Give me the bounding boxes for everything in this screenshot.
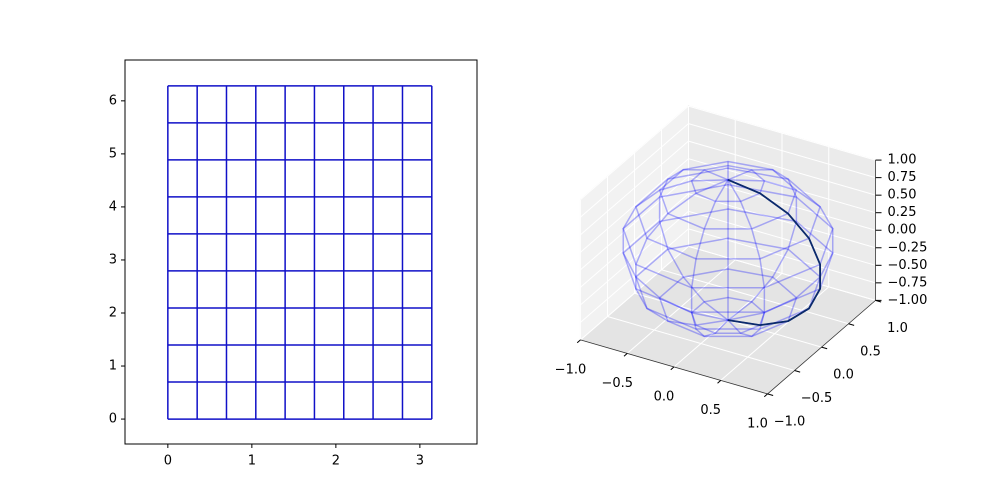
x-tick — [576, 339, 581, 344]
x-tick-label: 0 — [164, 454, 172, 469]
y-tick — [821, 346, 828, 350]
wire-latitude — [658, 268, 798, 338]
wire-meridian — [635, 179, 729, 326]
z-tick-label: 0.25 — [888, 205, 917, 220]
z-tick-label: 1.00 — [888, 153, 917, 168]
wire-meridian — [727, 179, 766, 338]
x-tick-label: 3 — [416, 454, 424, 469]
y-tick — [848, 323, 855, 326]
wire-latitude — [622, 208, 834, 313]
wire-latitude — [622, 183, 834, 289]
z-tick-label: 0.50 — [888, 188, 917, 203]
y-tick-label: 5 — [109, 146, 117, 161]
wire-latitude — [658, 160, 798, 230]
wire-latitude — [690, 164, 766, 203]
z-tick-label: −0.75 — [888, 275, 928, 290]
z-tick-label: 0.75 — [888, 170, 917, 185]
grid-line — [580, 228, 689, 323]
grid-line — [580, 175, 689, 271]
y-tick-label: 6 — [109, 93, 117, 108]
grid-line — [688, 175, 876, 231]
grid-line — [688, 245, 876, 301]
y-tick-label: 4 — [109, 199, 117, 214]
grid-line — [688, 140, 876, 196]
wire-latitude — [690, 296, 766, 335]
y-tick-label: −1.0 — [774, 414, 806, 429]
x-tick — [670, 366, 675, 371]
grid-line — [580, 210, 689, 306]
wire-meridian — [622, 179, 729, 321]
grid-line — [688, 210, 876, 266]
x-tick-label: 2 — [332, 454, 340, 469]
y-tick-label: 0 — [109, 412, 117, 427]
grid-line — [688, 228, 876, 284]
y-tick — [794, 370, 801, 373]
x-tick-label: −0.5 — [601, 376, 633, 391]
x-tick-label: 1 — [248, 454, 256, 469]
z-tick-label: 0.00 — [888, 223, 917, 238]
x-tick-label: 0.5 — [700, 403, 721, 418]
y-tick-label: 0.0 — [833, 368, 854, 383]
grid-line — [688, 158, 876, 214]
y-tick — [767, 393, 774, 397]
x-tick — [623, 353, 628, 357]
highlight-meridian — [727, 179, 822, 327]
wire-meridian — [727, 168, 798, 321]
y-tick-label: 0.5 — [860, 344, 881, 359]
grid-line — [688, 105, 876, 161]
wire-meridian — [727, 179, 834, 321]
grid-line — [580, 246, 689, 341]
x-tick-label: −1.0 — [555, 362, 587, 377]
grid-line — [580, 105, 689, 200]
x-tick — [763, 393, 768, 398]
y-tick-label: 3 — [109, 252, 117, 267]
grid-line — [688, 193, 876, 249]
y-tick-label: 1 — [109, 359, 117, 374]
y-tick-label: −0.5 — [801, 391, 833, 406]
z-tick-label: −0.25 — [888, 240, 928, 255]
grid-line — [688, 123, 876, 179]
grid-line — [580, 123, 689, 218]
wire-latitude — [635, 167, 821, 260]
y-tick-label: 1.0 — [887, 321, 908, 336]
z-tick-label: −1.00 — [888, 293, 928, 308]
z-tick-label: −0.50 — [888, 258, 928, 273]
wire-latitude — [634, 237, 822, 330]
axes-frame — [124, 59, 478, 445]
grid-line — [661, 269, 849, 325]
x-tick-label: 1.0 — [747, 416, 768, 431]
x-tick — [717, 380, 722, 384]
grid-line — [580, 193, 689, 288]
grid-line — [607, 316, 795, 372]
wire-meridian — [658, 168, 729, 321]
grid-line — [580, 140, 689, 236]
wire-meridian — [690, 179, 729, 338]
x-tick-label: 0.0 — [654, 389, 675, 404]
grid-line — [580, 158, 689, 253]
y-tick-label: 2 — [109, 305, 117, 320]
